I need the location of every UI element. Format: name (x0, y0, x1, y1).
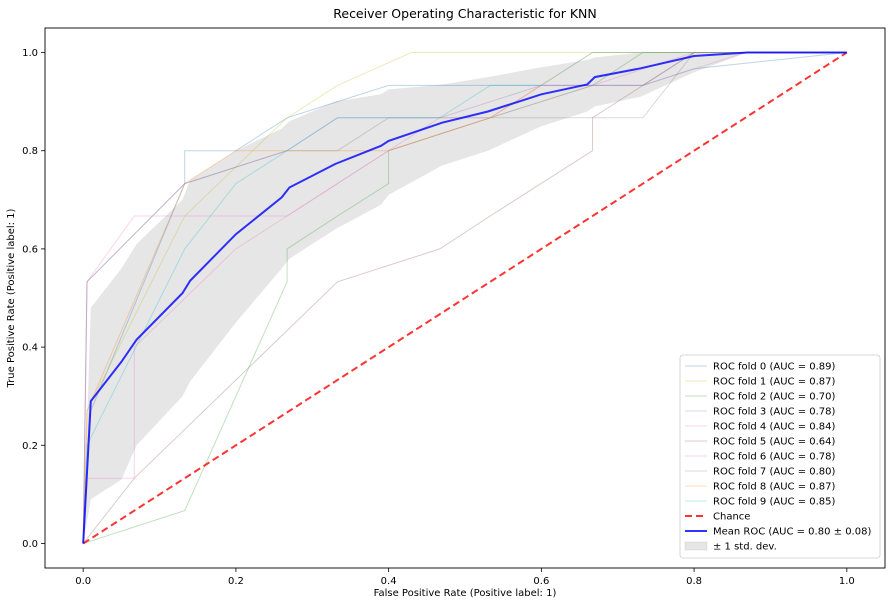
legend-label-roc-fold-9-auc-0-85: ROC fold 9 (AUC = 0.85) (713, 497, 836, 508)
legend-label-1-std-dev: ± 1 std. dev. (713, 542, 777, 553)
mean-roc-line (82, 51, 847, 544)
legend: ROC fold 0 (AUC = 0.89) ROC fold 1 (AUC =… (679, 354, 881, 559)
legend-label-roc-fold-2-auc-0-70: ROC fold 2 (AUC = 0.70) (713, 392, 836, 403)
y-tick-label: 0.8 (22, 146, 38, 157)
legend-label-roc-fold-0-auc-0-89: ROC fold 0 (AUC = 0.89) (713, 362, 836, 373)
x-tick-label: 1.0 (839, 576, 855, 587)
roc-fold-line-7 (82, 52, 847, 544)
plot-frame (44, 27, 886, 569)
legend-label-roc-fold-1-auc-0-87: ROC fold 1 (AUC = 0.87) (713, 377, 836, 388)
x-tick-label: 0.0 (75, 576, 91, 587)
legend-label-roc-fold-6-auc-0-78: ROC fold 6 (AUC = 0.78) (713, 452, 836, 463)
roc-fold-line-6 (82, 52, 847, 544)
legend-swatch (684, 541, 708, 551)
x-tick-label: 0.6 (533, 576, 549, 587)
roc-fold-line-0 (82, 52, 847, 544)
legend-label-mean-roc-auc-0-80-0-08: Mean ROC (AUC = 0.80 ± 0.08) (713, 527, 871, 538)
roc-fold-line-3 (82, 52, 847, 544)
x-tick-label: 0.2 (228, 576, 244, 587)
y-tick-label: 0.0 (22, 539, 38, 550)
y-tick-label: 0.2 (22, 441, 38, 452)
roc-fold-line-2 (83, 52, 847, 544)
roc-fold-line-4 (82, 52, 847, 544)
legend-label-roc-fold-5-auc-0-64: ROC fold 5 (AUC = 0.64) (713, 437, 836, 448)
legend-box (679, 354, 881, 559)
chart-title: Receiver Operating Characteristic for KN… (333, 6, 597, 21)
chance-line (82, 51, 848, 545)
roc-fold-line-1 (82, 52, 847, 544)
x-tick-label: 0.4 (381, 576, 397, 587)
x-tick-label: 0.8 (686, 576, 702, 587)
plot-area (82, 51, 848, 545)
axes: 0.0 0.2 0.4 0.6 0.8 1.0 0.0 0.2 0.4 0.6 0.8 1.0 (22, 48, 855, 587)
roc-fold-line-5 (82, 52, 847, 544)
legend-label-roc-fold-7-auc-0-80: ROC fold 7 (AUC = 0.80) (713, 467, 836, 478)
legend-label-roc-fold-8-auc-0-87: ROC fold 8 (AUC = 0.87) (713, 482, 836, 493)
y-tick-label: 1.0 (22, 48, 38, 59)
x-axis-label: False Positive Rate (Positive label: 1) (374, 588, 557, 599)
y-tick-label: 0.4 (22, 343, 38, 354)
y-tick-label: 0.6 (22, 244, 38, 255)
y-axis-label: True Positive Rate (Positive label: 1) (6, 208, 17, 388)
std-dev-band (83, 52, 847, 544)
roc-fold-line-9 (82, 52, 847, 544)
roc-fold-line-8 (82, 52, 847, 544)
legend-label-chance: Chance (713, 512, 750, 523)
legend-label-roc-fold-3-auc-0-78: ROC fold 3 (AUC = 0.78) (713, 407, 836, 418)
legend-label-roc-fold-4-auc-0-84: ROC fold 4 (AUC = 0.84) (713, 422, 836, 433)
